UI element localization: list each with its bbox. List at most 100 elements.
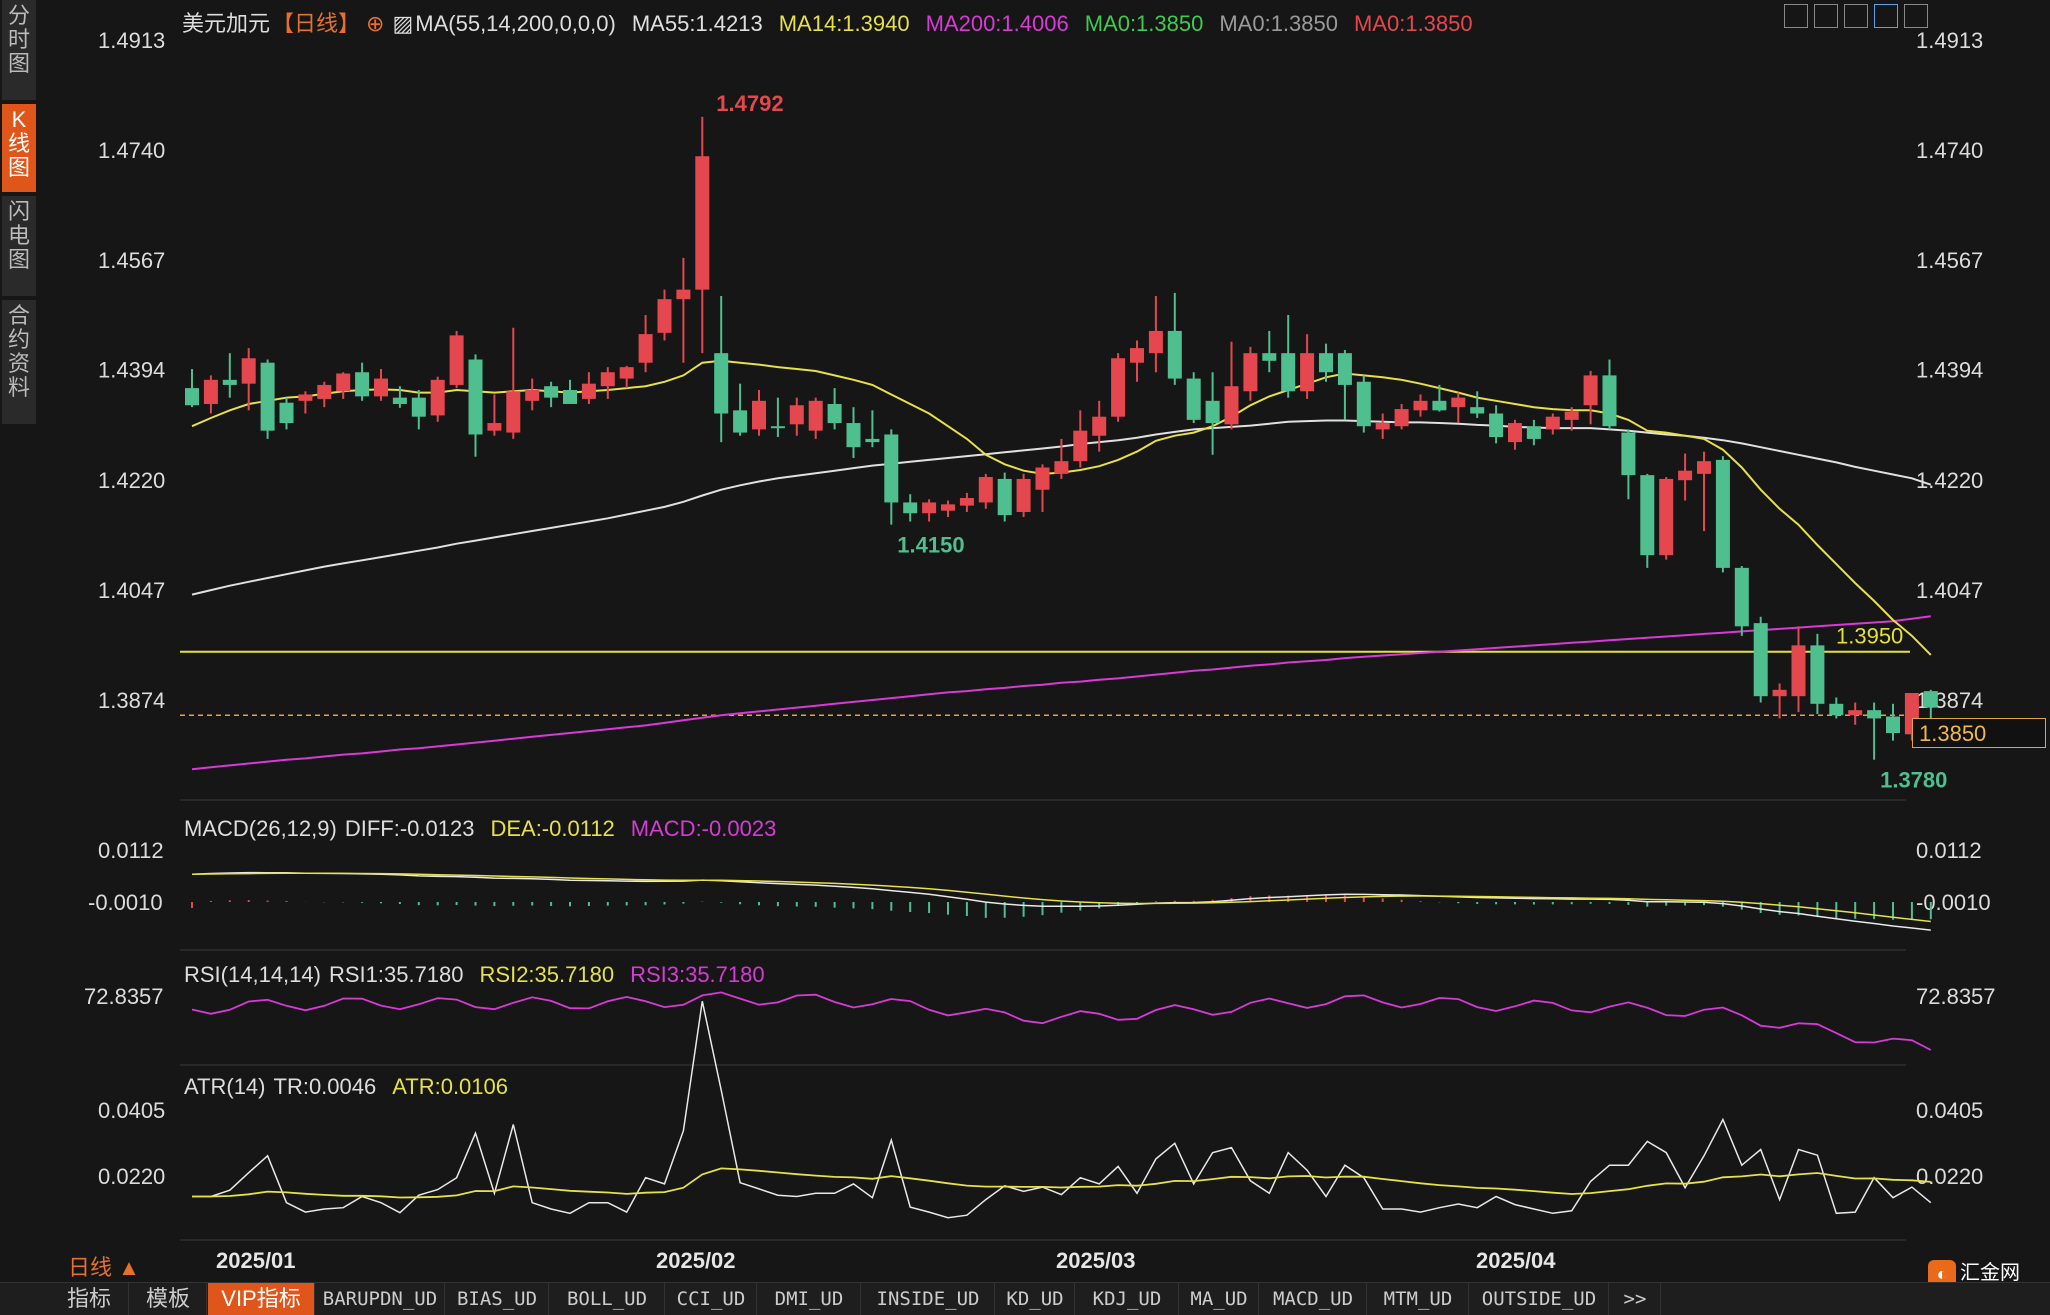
candle-body [1148, 330, 1163, 354]
candle-body [1734, 567, 1749, 627]
candle-body [1697, 461, 1711, 474]
support-label: 1.3950 [1836, 624, 1903, 649]
candle-body [430, 379, 445, 416]
candle-body [203, 379, 218, 404]
candle-body [1489, 413, 1504, 438]
candle-body [1205, 400, 1220, 424]
chart-canvas[interactable]: 1.4913 1.4913 1.4740 1.4740 1.4567 1.4567 1.43… [0, 0, 2050, 1282]
candle-body [1337, 353, 1352, 385]
price-axis-label-left: 1.4047 [98, 578, 165, 603]
grid-icon[interactable] [1784, 4, 1808, 28]
candle-body [1224, 386, 1239, 425]
low-annotation: 1.3780 [1880, 768, 1947, 793]
indicator-tab[interactable]: KDJ_UD [1076, 1283, 1179, 1315]
indicator-tab[interactable]: KD_UD [996, 1283, 1075, 1315]
candle-body [1281, 353, 1296, 392]
candle-body [695, 156, 710, 290]
candle-body [411, 397, 426, 417]
candle-body [657, 299, 672, 333]
rsi1-value: RSI1:35.7180 [328, 962, 464, 987]
rsi-axis-label: 72.8357 [1916, 984, 1996, 1009]
candle-body [506, 391, 521, 433]
tab-flash[interactable]: 闪电图 [2, 196, 36, 296]
candle-body [355, 372, 370, 397]
ma-settings-icon[interactable]: ▨ [392, 11, 414, 36]
candle-body [846, 423, 861, 448]
price-axis-label-right: 1.4220 [1916, 468, 1983, 493]
candle-body [1451, 397, 1466, 408]
candle-body [1753, 623, 1768, 697]
tab-contract-info[interactable]: 合约资料 [2, 300, 36, 424]
indicator-tab[interactable]: DMI_UD [758, 1283, 861, 1315]
candle-body [997, 478, 1012, 516]
candle-body [279, 402, 294, 424]
candle-body [241, 358, 256, 384]
list-icon[interactable] [1844, 4, 1868, 28]
indicator-tab[interactable]: >> [1610, 1283, 1661, 1315]
candle-body [865, 438, 880, 443]
period-button[interactable]: 日线 ▲ [68, 1255, 140, 1280]
macd-label: MACD(26,12,9) [184, 816, 337, 841]
layout-icon[interactable] [1814, 4, 1838, 28]
indicator-tab[interactable]: INSIDE_UD [862, 1283, 995, 1315]
candle-body [1583, 375, 1598, 406]
add-icon[interactable]: ⊕ [366, 11, 385, 36]
indicator-tab[interactable]: 指标 [50, 1283, 129, 1315]
macd-axis-label: 0.0112 [98, 838, 164, 863]
indicator-tab[interactable]: MTM_UD [1368, 1283, 1469, 1315]
price-axis-label-left: 1.4220 [98, 468, 165, 493]
x-axis-date-label: 2025/04 [1476, 1248, 1556, 1273]
indicator-tab[interactable]: BARUPDN_UD [316, 1283, 445, 1315]
indicator-tab[interactable]: BOLL_UD [550, 1283, 665, 1315]
candle-body [1167, 330, 1182, 379]
atr-axis-label: 0.0405 [98, 1098, 165, 1123]
candle-body [714, 353, 729, 414]
candle-body [1621, 432, 1636, 476]
indicator-tab[interactable]: MACD_UD [1260, 1283, 1367, 1315]
atr-value: ATR:0.0106 [392, 1074, 509, 1099]
candle-body [1432, 400, 1447, 411]
macd-diff-line [191, 871, 1931, 931]
rsi-axis-label: 72.8357 [84, 984, 164, 1009]
candle-body [941, 504, 955, 511]
indicator-tab[interactable]: BIAS_UD [446, 1283, 549, 1315]
indicator-tab[interactable]: CCI_UD [666, 1283, 757, 1315]
main-legend: 美元加元【日线】 ⊕ ▨MA(55,14,200,0,0,0) MA55:1.4213… [182, 6, 1489, 38]
indicator-tab[interactable]: MA_UD [1180, 1283, 1259, 1315]
candle-body [1640, 475, 1655, 556]
atr-axis-label: 0.0405 [1916, 1098, 1983, 1123]
toolbar [1784, 4, 1934, 33]
indicator-tab[interactable]: OUTSIDE_UD [1470, 1283, 1609, 1315]
price-axis-label-right: 1.4394 [1916, 358, 1983, 383]
tab-time-share[interactable]: 分时图 [2, 0, 36, 100]
candle-body [1130, 348, 1144, 363]
indicator-tab[interactable]: 模板 [130, 1283, 207, 1315]
candle-body [468, 359, 483, 435]
macd-dea: DEA:-0.0112 [490, 816, 615, 841]
candle-body [1791, 645, 1806, 697]
candle-body [770, 426, 785, 429]
candle-body [525, 390, 540, 401]
candle-body [1111, 358, 1126, 417]
candle-body [222, 379, 237, 385]
atr-label: ATR(14) [184, 1074, 266, 1099]
price-axis-label-left: 1.4394 [98, 358, 165, 383]
ma14-value: MA14:1.3940 [778, 11, 910, 36]
rsi-line [191, 991, 1932, 1051]
zoom-icon[interactable] [1874, 4, 1898, 28]
candle-body [733, 410, 748, 433]
candle-body [1715, 459, 1730, 568]
macd-axis-label: -0.0010 [1916, 890, 1991, 915]
candle-body [1829, 703, 1844, 716]
candle-body [638, 334, 653, 363]
candle-body [1508, 423, 1522, 443]
candle-body [1659, 478, 1674, 556]
candle-body [374, 378, 388, 397]
candle-body [544, 386, 559, 398]
indicator-tab[interactable]: VIP指标 [208, 1283, 315, 1315]
candle-body [581, 383, 596, 399]
expand-icon[interactable] [1904, 4, 1928, 28]
candle-body [1526, 426, 1541, 439]
